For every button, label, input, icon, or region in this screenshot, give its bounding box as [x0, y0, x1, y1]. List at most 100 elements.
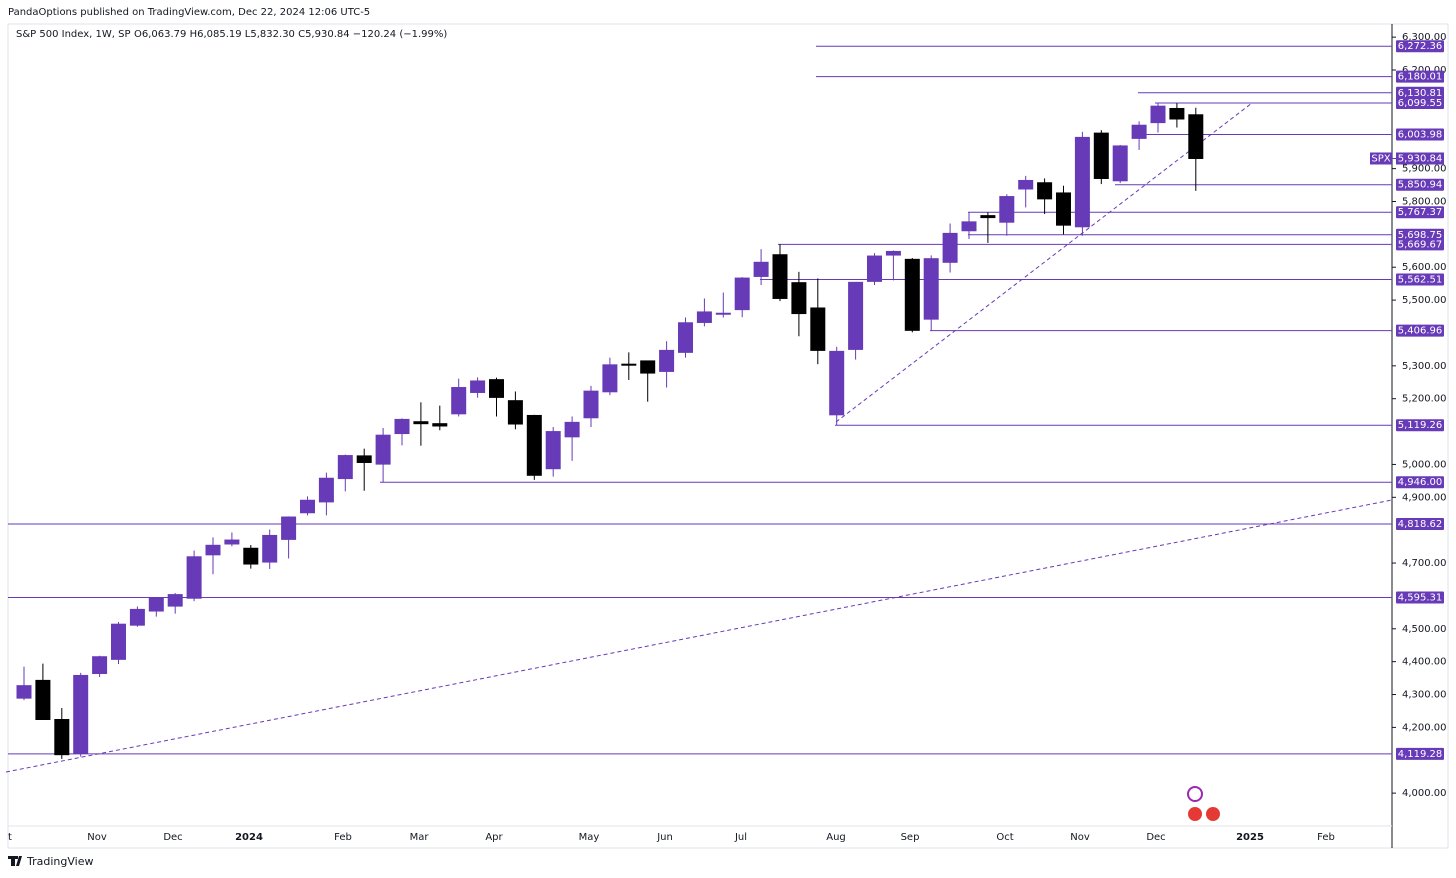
candle-body	[961, 221, 977, 232]
level-label-box	[1396, 747, 1444, 760]
symbol-label: SPX	[1371, 153, 1390, 164]
candle-body	[92, 656, 108, 674]
y-tick-label: 5,300.00	[1402, 361, 1447, 372]
level-label: 5,850.94	[1398, 180, 1443, 191]
level-label-box	[1396, 273, 1444, 286]
candle-body	[1056, 192, 1071, 226]
level-label-box	[1396, 238, 1444, 251]
candle-body	[1131, 124, 1147, 139]
candle-body	[923, 258, 939, 320]
logo	[8, 856, 22, 866]
y-tick-label: 4,900.00	[1402, 492, 1447, 503]
candle-body	[1093, 132, 1109, 179]
event-icon	[1188, 807, 1202, 821]
x-tick-label: Mar	[410, 832, 430, 843]
candle-body	[129, 608, 145, 626]
candle-body	[489, 379, 504, 398]
x-tick-label: 2025	[1236, 832, 1264, 843]
candle-body	[262, 534, 278, 563]
level-label: 4,595.31	[1398, 592, 1443, 603]
candle-body	[16, 685, 32, 699]
event-icon	[1206, 807, 1220, 821]
candle-body	[375, 434, 391, 465]
level-label-box	[1396, 86, 1444, 99]
candle-body	[432, 423, 448, 427]
candle-body	[583, 390, 599, 419]
y-tick-label: 4,700.00	[1402, 558, 1447, 569]
x-tick-label: Nov	[1070, 832, 1090, 843]
y-tick-label: 4,200.00	[1402, 722, 1447, 733]
level-label-box	[1396, 476, 1444, 489]
level-label: 4,818.62	[1398, 519, 1443, 530]
x-tick-label: Feb	[1317, 832, 1335, 843]
y-tick-label: 5,800.00	[1402, 196, 1447, 207]
candle-body	[148, 597, 164, 612]
level-label: 6,130.81	[1398, 88, 1443, 99]
candle-body	[167, 594, 183, 607]
level-label-box	[1396, 70, 1444, 83]
candle-body	[526, 414, 542, 476]
x-tick-label: 2024	[235, 832, 263, 843]
candle-body	[1074, 136, 1090, 228]
x-tick-label: Dec	[1146, 832, 1165, 843]
level-label: 5,698.75	[1398, 230, 1443, 241]
level-label-box	[1396, 97, 1444, 110]
y-tick-label: 5,200.00	[1402, 394, 1447, 405]
candle-body	[111, 623, 126, 660]
candle-body	[1018, 179, 1034, 190]
level-label-box	[1396, 518, 1444, 531]
y-tick-label: 5,000.00	[1402, 459, 1447, 470]
frame	[7, 23, 1449, 849]
x-tick-label: Nov	[87, 832, 107, 843]
candle-body	[186, 556, 202, 599]
candle-body	[35, 679, 51, 721]
candle-body	[1169, 107, 1185, 120]
footer: TradingView	[26, 855, 93, 868]
level-label: 5,767.37	[1398, 207, 1443, 218]
x-tick-label: Aug	[826, 832, 846, 843]
y-tick-label: 6,200.00	[1402, 65, 1447, 76]
y-tick-label: 5,500.00	[1402, 295, 1447, 306]
y-tick-label: 4,500.00	[1402, 624, 1447, 635]
last-price-label: 5,930.84	[1398, 153, 1443, 164]
level-label-box	[1396, 128, 1444, 141]
x-tick-label: t	[8, 832, 12, 843]
candle-body	[867, 255, 882, 282]
candle-body	[904, 258, 920, 331]
candle-body	[451, 387, 467, 415]
y-tick-label: 4,300.00	[1402, 690, 1447, 701]
y-tick-label: 5,900.00	[1402, 164, 1447, 175]
candle-body	[942, 232, 958, 263]
candle-body	[696, 311, 712, 323]
candle-body	[772, 254, 788, 299]
level-label: 4,119.28	[1398, 749, 1443, 760]
candle-body	[678, 322, 693, 353]
candle-body	[337, 455, 353, 480]
candle-body	[413, 421, 429, 425]
candle-body	[848, 281, 864, 350]
level-label: 6,099.55	[1398, 98, 1443, 109]
candle-body	[318, 477, 334, 503]
candle-body	[1037, 182, 1053, 200]
level-label: 5,119.26	[1398, 420, 1443, 431]
candle-body	[224, 539, 240, 545]
level-label: 6,272.36	[1398, 41, 1443, 52]
level-label-box	[1396, 419, 1444, 432]
chart-title: S&P 500 Index, 1W, SP	[16, 29, 131, 40]
candle-body	[621, 363, 637, 366]
level-label: 6,003.98	[1398, 129, 1443, 140]
candle-body	[281, 516, 297, 540]
candle-body	[73, 674, 89, 754]
x-tick-label: Feb	[334, 832, 352, 843]
x-tick-label: Apr	[485, 832, 503, 843]
published: PandaOptions published on TradingView.co…	[8, 7, 370, 18]
last-price-box	[1396, 152, 1444, 165]
level-label-box	[1396, 228, 1444, 241]
candle-body	[243, 547, 259, 565]
candle-body	[470, 380, 486, 393]
candle-body	[545, 431, 561, 470]
ohlc-text: O6,063.79 H6,085.19 L5,832.30 C5,930.84 …	[134, 29, 447, 40]
candle-body	[54, 719, 70, 756]
x-tick-label: May	[579, 832, 600, 843]
